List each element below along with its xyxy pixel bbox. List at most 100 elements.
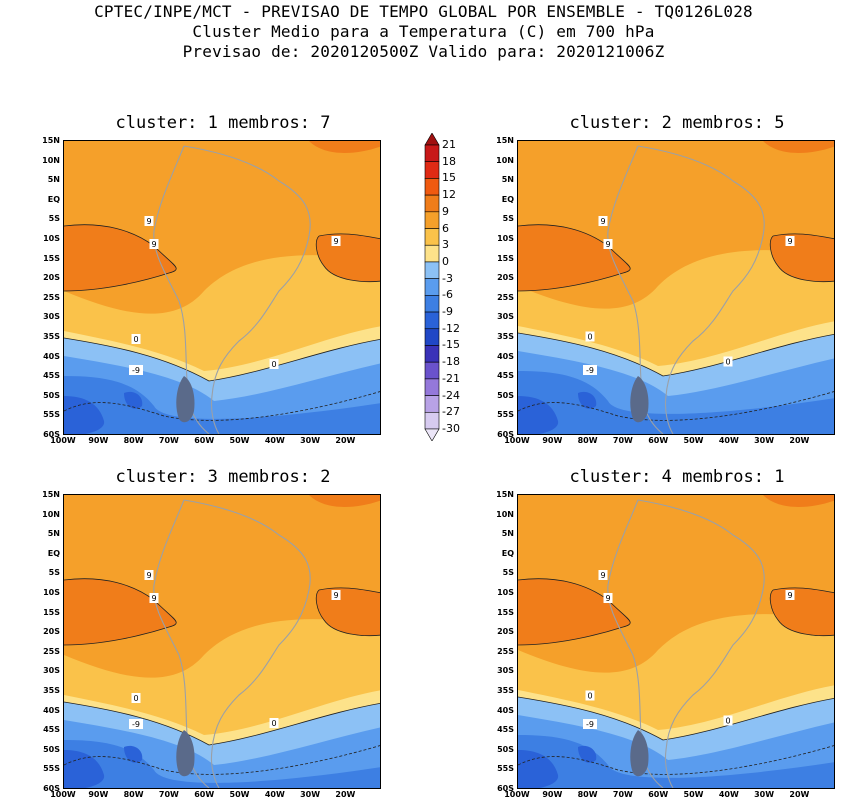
- coastline: [183, 499, 311, 788]
- colorbar-swatch: [424, 378, 440, 396]
- lat-tick-label: 15N: [496, 136, 514, 145]
- lat-tick-label: 5S: [502, 214, 514, 224]
- lat-tick-label: 5N: [47, 175, 60, 185]
- lon-tick-label: 40W: [264, 790, 285, 799]
- contour-line: [64, 701, 380, 746]
- colorbar-swatch: [424, 328, 440, 346]
- temperature-band: [64, 376, 380, 434]
- contour-label: 0: [585, 690, 595, 701]
- colorbar-level-label: 18: [442, 154, 456, 168]
- lat-tick-label: 60S: [497, 784, 514, 793]
- lat-tick-label: 55S: [497, 410, 514, 420]
- lat-tick-label: 50S: [497, 390, 514, 400]
- contour-label: 9: [331, 236, 341, 246]
- colorbar-level-label: -18: [442, 355, 460, 369]
- lat-tick-label: 60S: [43, 430, 60, 439]
- lat-tick-label: 35S: [497, 686, 514, 695]
- map-3-svg: 9 9 9 0 0 -9: [64, 495, 380, 788]
- temperature-band: [64, 740, 380, 788]
- lat-tick-label: 40S: [497, 351, 514, 361]
- colorbar-top-arrow: [424, 133, 440, 146]
- colorbar-level-label: -24: [442, 388, 460, 402]
- lat-tick-label: 10N: [42, 155, 60, 165]
- lat-tick-label: 5N: [47, 529, 60, 539]
- svg-text:9: 9: [605, 240, 610, 249]
- lat-tick-label: 5S: [502, 568, 514, 578]
- temperature-band: [518, 371, 834, 434]
- colorbar-level-label: 0: [442, 254, 449, 268]
- lon-tick-label: 100W: [504, 436, 530, 445]
- svg-text:0: 0: [271, 360, 276, 369]
- colorbar-swatch: [424, 261, 440, 279]
- lat-tick-label: 10S: [43, 588, 60, 597]
- lat-tick-label: 10S: [43, 234, 60, 243]
- contour-label: -9: [129, 365, 143, 375]
- colorbar-swatch: [424, 161, 440, 179]
- contour-label: 9: [144, 570, 154, 580]
- contour-label: 9: [149, 239, 159, 249]
- contour-label: -9: [583, 365, 597, 375]
- svg-text:9: 9: [787, 591, 792, 600]
- temperature-band: [309, 495, 380, 507]
- svg-text:9: 9: [151, 240, 156, 249]
- lon-tick-label: 70W: [612, 790, 633, 799]
- lat-tick-label: 10S: [497, 234, 514, 243]
- contour-label: 0: [723, 715, 733, 726]
- colorbar-level-label: -15: [442, 338, 460, 352]
- map-panel-4: 9 9 9 0 0 -9: [517, 494, 835, 789]
- map-panel-1: 9 9 9 0 0 -9: [63, 140, 381, 435]
- lon-tick-label: 80W: [577, 790, 598, 799]
- lat-tick-label: EQ: [501, 194, 514, 204]
- colorbar-swatch: [424, 411, 440, 430]
- contour-label: 0: [269, 718, 279, 728]
- lon-tick-label: 80W: [123, 790, 144, 799]
- panel-1-title: cluster: 1 membros: 7: [115, 113, 331, 133]
- lat-tick-label: 15S: [43, 607, 60, 617]
- colorbar-swatch: [424, 361, 440, 380]
- lat-tick-label: 20S: [497, 273, 514, 283]
- colorbar-swatch: [424, 295, 440, 313]
- colorbar-swatch: [424, 278, 440, 296]
- colorbar-level-label: 9: [442, 204, 449, 218]
- lat-tick-label: 25S: [43, 646, 60, 656]
- lon-tick-label: 90W: [542, 790, 563, 799]
- lat-tick-label: EQ: [47, 194, 60, 204]
- temperature-band: [309, 141, 380, 153]
- lat-tick-label: 45S: [497, 725, 514, 735]
- colorbar-level-label: -21: [442, 371, 460, 385]
- temperature-band: [124, 391, 143, 409]
- lat-tick-label: 10N: [496, 509, 514, 519]
- lat-tick-label: 25S: [497, 292, 514, 302]
- lat-tick-label: 30S: [43, 666, 60, 676]
- temperature-band: [64, 750, 105, 788]
- contour-line: [518, 578, 631, 646]
- svg-text:0: 0: [587, 692, 592, 701]
- contour-line: [769, 233, 834, 283]
- svg-text:-9: -9: [132, 366, 140, 375]
- lon-tick-label: 90W: [88, 790, 109, 799]
- contour-label: 9: [144, 216, 154, 226]
- svg-text:-9: -9: [586, 720, 594, 729]
- temperature-band: [64, 578, 177, 645]
- lon-tick-label: 40W: [718, 436, 739, 445]
- lat-tick-label: EQ: [47, 548, 60, 558]
- contour-line: [518, 745, 834, 775]
- colorbar-level-label: -30: [442, 422, 460, 435]
- contour-line: [769, 587, 834, 637]
- temperature-band: [518, 578, 631, 645]
- temperature-band: [518, 735, 834, 788]
- lon-tick-label: 60W: [194, 790, 215, 799]
- map-panel-3: 9 9 9 0 0 -9: [63, 494, 381, 789]
- svg-text:9: 9: [333, 237, 338, 246]
- lon-tick-label: 70W: [612, 436, 633, 445]
- lon-tick-label: 20W: [789, 436, 810, 445]
- lat-tick-label: 25S: [43, 292, 60, 302]
- contour-label: 0: [723, 356, 733, 367]
- header-line-2: Cluster Medio para a Temperatura (C) em …: [192, 22, 655, 41]
- lon-tick-label: 90W: [542, 436, 563, 445]
- colorbar-level-label: -12: [442, 321, 460, 335]
- lat-tick-label: 20S: [497, 627, 514, 637]
- contour-label: -9: [129, 719, 143, 729]
- colorbar-swatch: [424, 194, 440, 213]
- lon-tick-label: 70W: [158, 436, 179, 445]
